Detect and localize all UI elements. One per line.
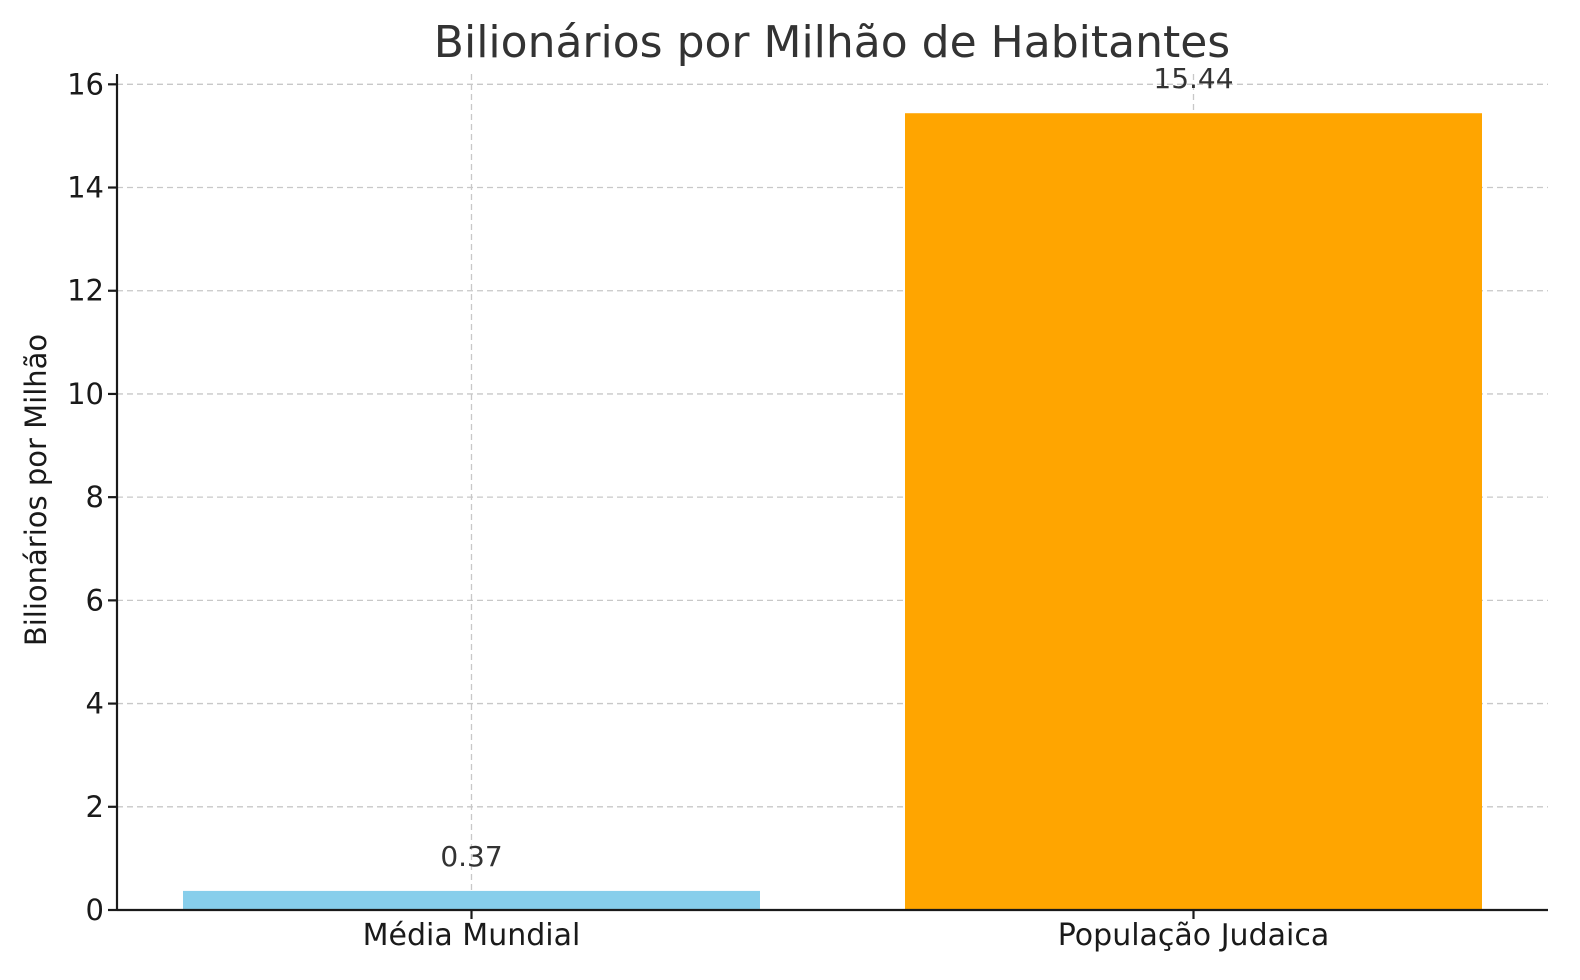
bar-0 (183, 890, 760, 910)
y-tick-label-7: 14 (67, 171, 104, 205)
y-tick-label-6: 12 (67, 274, 104, 308)
y-tick-label-8: 16 (67, 67, 104, 101)
axes (108, 74, 1548, 919)
bar-1 (905, 113, 1482, 911)
y-tick-label-2: 4 (86, 687, 104, 721)
y-tick-label-3: 6 (86, 583, 104, 617)
x-tick-label-0: Média Mundial (363, 918, 581, 953)
y-tick-label-4: 8 (86, 480, 104, 514)
y-tick-label-0: 0 (86, 893, 104, 927)
x-tick-labels: Média Mundial População Judaica (363, 918, 1330, 953)
x-tick-label-1: População Judaica (1058, 918, 1329, 953)
bars (183, 113, 1482, 911)
y-tick-label-1: 2 (86, 790, 104, 824)
y-axis-label: Bilionários por Milhão (19, 334, 53, 646)
chart-title: Bilionários por Milhão de Habitantes (434, 17, 1230, 68)
y-tick-labels: 0 2 4 6 8 10 12 14 16 (67, 67, 104, 927)
data-label-1: 15.44 (1153, 62, 1233, 95)
data-labels: 0.37 15.44 (440, 62, 1233, 873)
data-label-0: 0.37 (440, 840, 502, 873)
y-tick-label-5: 10 (67, 377, 104, 411)
